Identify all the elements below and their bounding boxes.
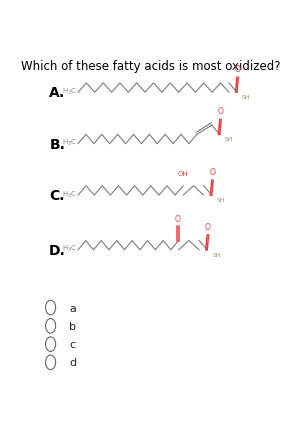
- Text: $\mathregular{H_3C}$: $\mathregular{H_3C}$: [62, 189, 77, 199]
- Text: O: O: [205, 222, 211, 231]
- Text: O: O: [235, 65, 240, 74]
- Text: SH: SH: [225, 137, 233, 141]
- Text: c: c: [69, 339, 75, 349]
- Text: b: b: [69, 321, 76, 331]
- Text: $\mathregular{H_3C}$: $\mathregular{H_3C}$: [62, 138, 77, 148]
- Text: OH: OH: [178, 170, 189, 176]
- Text: $\mathregular{H_3C}$: $\mathregular{H_3C}$: [62, 86, 77, 96]
- Text: D.: D.: [49, 243, 66, 257]
- Text: d: d: [69, 357, 76, 368]
- Text: $\mathregular{H_3C}$: $\mathregular{H_3C}$: [62, 243, 77, 254]
- Text: A.: A.: [49, 86, 65, 100]
- Text: SH: SH: [217, 197, 225, 202]
- Text: C.: C.: [50, 189, 65, 203]
- Text: O: O: [209, 168, 215, 177]
- Text: a: a: [69, 303, 76, 313]
- Text: O: O: [217, 107, 223, 116]
- Text: B.: B.: [50, 137, 65, 151]
- Text: O: O: [175, 214, 181, 223]
- Text: Which of these fatty acids is most oxidized?: Which of these fatty acids is most oxidi…: [22, 60, 281, 73]
- Text: SH: SH: [212, 252, 221, 257]
- Text: SH: SH: [242, 95, 250, 100]
